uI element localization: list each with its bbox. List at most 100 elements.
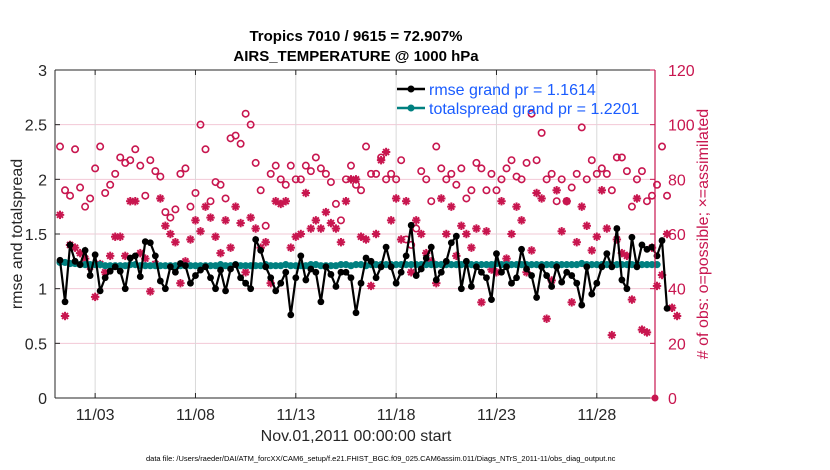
- rmse-point: [503, 263, 510, 271]
- totalspread-point: [482, 261, 491, 269]
- rmse-point: [282, 268, 290, 276]
- obs-possible-point: [251, 158, 260, 167]
- obs-assimilated-point: [326, 218, 336, 228]
- rmse-point: [307, 265, 315, 273]
- obs-assimilated-point: [306, 224, 316, 233]
- rmse-point: [337, 268, 345, 276]
- legend-rmse-marker: [407, 85, 415, 93]
- y2-tick-labels: 0 20 40 60 80 100 120: [668, 63, 695, 408]
- obs-assimilated-point: [577, 202, 586, 211]
- obs-possible-point: [597, 164, 606, 173]
- obs-assimilated-point: [462, 229, 471, 239]
- obs-possible-point: [547, 169, 556, 178]
- obs-possible-point: [56, 142, 65, 151]
- rmse-point: [342, 268, 350, 276]
- obs-possible-point: [367, 169, 376, 178]
- obs-possible-point: [201, 145, 210, 154]
- obs-assimilated-point: [597, 186, 607, 195]
- obs-assimilated-point: [351, 175, 361, 184]
- chart-title-line1: Tropics 7010 / 9615 = 72.907%: [249, 28, 462, 45]
- obs-assimilated-point: [442, 229, 451, 239]
- obs-assimilated-point: [55, 210, 65, 220]
- obs-assimilated-point: [146, 287, 155, 296]
- obs-possible-point: [101, 189, 110, 198]
- totalspread-point: [407, 261, 415, 269]
- totalspread-point: [563, 261, 571, 269]
- obs-possible-point: [116, 153, 125, 162]
- obs-possible-point: [557, 175, 566, 184]
- rmse-point: [292, 274, 300, 282]
- obs-possible-point: [66, 191, 75, 200]
- rmse-point: [332, 283, 340, 290]
- obs-assimilated-point: [642, 328, 652, 337]
- obs-possible-point: [617, 153, 626, 162]
- y2-tick-label: 100: [668, 118, 695, 135]
- obs-possible-point: [527, 109, 536, 118]
- obs-assimilated-point: [437, 194, 446, 203]
- obs-possible-point: [181, 164, 190, 173]
- obs-assimilated-point: [482, 227, 491, 236]
- rmse-point: [533, 294, 541, 301]
- y-tick-label: 2.5: [25, 118, 47, 135]
- chart-title-line2: AIRS_TEMPERATURE @ 1000 hPa: [233, 48, 479, 65]
- rmse-point: [608, 263, 616, 271]
- obs-possible-point: [647, 191, 656, 200]
- rmse-point: [548, 283, 556, 290]
- rmse-point: [227, 265, 234, 273]
- rmse-point: [558, 278, 566, 286]
- obs-possible-point: [161, 208, 170, 217]
- obs-possible-point: [301, 161, 310, 170]
- obs-possible-point: [291, 175, 300, 184]
- rmse-point: [101, 274, 109, 282]
- rmse-point: [81, 247, 89, 254]
- rmse-point: [106, 267, 114, 275]
- y-tick-label: 3: [38, 63, 47, 80]
- obs-assimilated-point: [231, 202, 240, 211]
- obs-possible-point: [81, 202, 90, 211]
- obs-possible-point: [171, 205, 180, 214]
- totalspread-point: [191, 262, 200, 270]
- rmse-point: [427, 243, 435, 251]
- obs-possible-point: [577, 123, 586, 132]
- obs-assimilated-point: [286, 243, 295, 252]
- obs-assimilated-point: [557, 227, 566, 236]
- obs-assimilated-point: [156, 194, 165, 203]
- rmse-point: [172, 268, 179, 276]
- obs-possible-point: [437, 164, 446, 173]
- obs-assimilated-point: [602, 224, 612, 233]
- obs-possible-point: [316, 164, 325, 173]
- obs-assimilated-point: [316, 224, 326, 233]
- rmse-point: [392, 279, 400, 287]
- obs-possible-point: [482, 186, 491, 195]
- totalspread-point: [221, 262, 230, 270]
- obs-assimilated-point: [166, 229, 175, 239]
- y-tick-label: 0: [38, 391, 47, 408]
- rmse-point: [568, 272, 576, 279]
- obs-possible-point: [281, 180, 290, 189]
- obs-assimilated-point: [381, 147, 391, 157]
- obs-possible-point: [502, 164, 511, 173]
- obs-assimilated-point: [632, 194, 642, 203]
- obs-assimilated-point: [251, 224, 260, 233]
- obs-assimilated-point: [502, 254, 511, 263]
- rmse-point: [267, 274, 275, 282]
- obs-assimilated-point: [417, 229, 426, 239]
- obs-possible-point: [462, 194, 471, 203]
- obs-possible-point: [637, 167, 646, 176]
- obs-possible-point: [397, 156, 406, 165]
- obs-assimilated-point: [532, 188, 541, 198]
- rmse-point: [452, 232, 460, 240]
- y2-tick-label: 60: [668, 227, 686, 244]
- obs-possible-point: [246, 120, 255, 129]
- rmse-point: [523, 265, 530, 273]
- obs-possible-point: [602, 169, 611, 178]
- obs-possible-point: [663, 191, 672, 200]
- rmse-point: [613, 225, 621, 232]
- rmse-point: [623, 285, 631, 293]
- obs-assimilated-point: [552, 186, 561, 195]
- obs-possible-point: [176, 169, 185, 178]
- rmse-point: [417, 265, 425, 273]
- rmse-point: [151, 252, 159, 260]
- x-tick-label: 11/08: [176, 407, 215, 424]
- y2-tick-label: 80: [668, 172, 686, 189]
